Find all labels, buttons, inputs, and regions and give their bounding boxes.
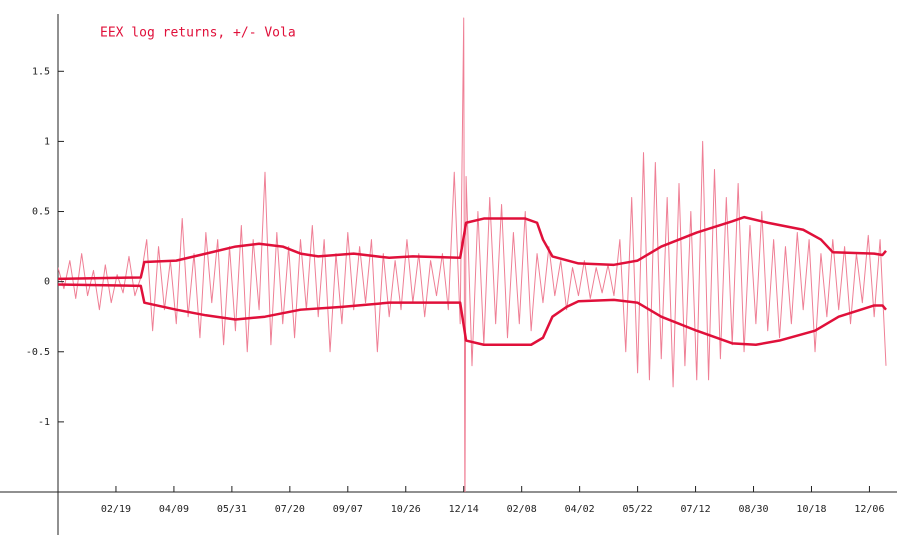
chart-title: EEX log returns, +/- Vola (100, 26, 296, 41)
y-tick-label: 1 (44, 136, 50, 147)
x-tick-label: 04/02 (565, 504, 595, 515)
x-tick-label: 02/19 (101, 504, 131, 515)
x-tick-label: 08/30 (738, 504, 768, 515)
x-tick-label: 07/12 (681, 504, 711, 515)
series-line (58, 17, 887, 492)
series-line (58, 215, 887, 281)
x-tick-label: 10/18 (796, 504, 826, 515)
y-tick-label: -1 (38, 417, 50, 428)
x-tick-label: 09/07 (333, 504, 363, 515)
y-tick-label: 0 (44, 277, 50, 288)
y-tick-label: 0.5 (32, 207, 50, 218)
x-tick-label: 02/08 (507, 504, 537, 515)
y-tick-label: 1.5 (32, 66, 50, 77)
x-tick-label: 05/31 (217, 504, 247, 515)
x-tick-label: 12/06 (854, 504, 884, 515)
series-line (58, 283, 887, 346)
x-tick-label: 07/20 (275, 504, 305, 515)
x-tick-label: 10/26 (391, 504, 421, 515)
x-tick-label: 12/14 (449, 504, 479, 515)
y-tick-label: -0.5 (26, 347, 50, 358)
x-tick-label: 05/22 (623, 504, 653, 515)
plot-area (58, 17, 887, 492)
x-tick-label: 04/09 (159, 504, 189, 515)
